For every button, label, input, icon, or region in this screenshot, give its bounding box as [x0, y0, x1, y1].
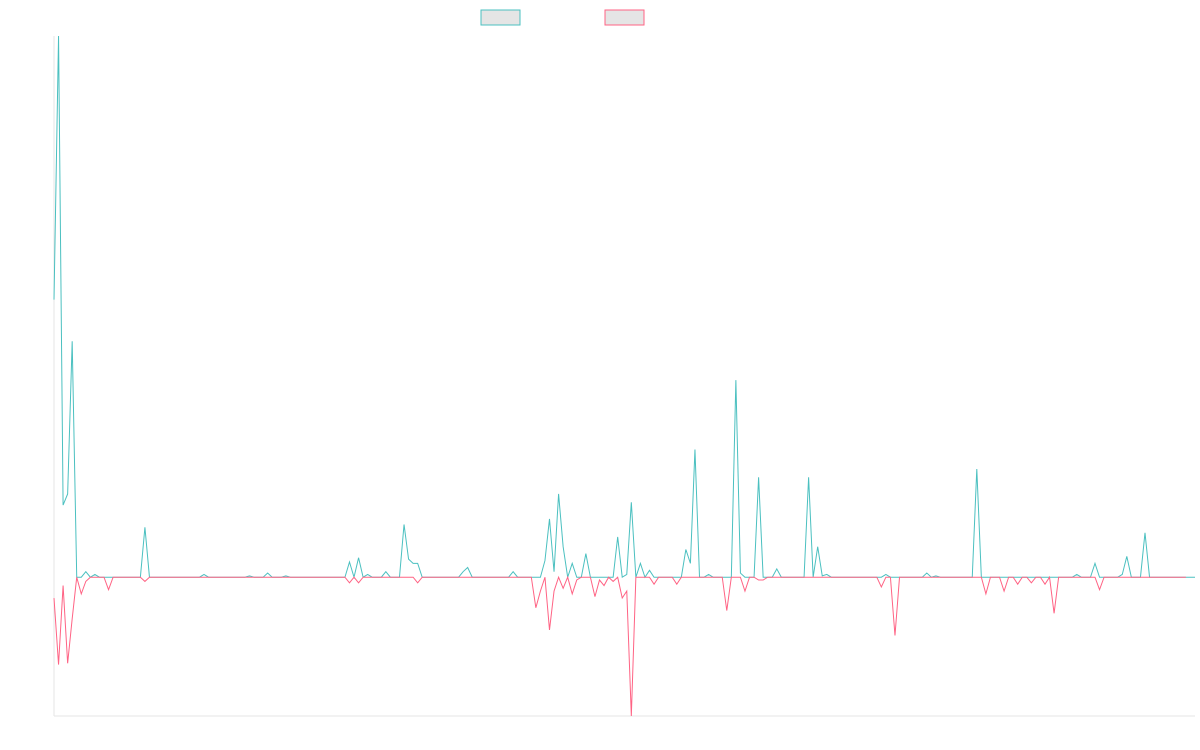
chart-axes: [53, 36, 1195, 717]
legend-swatch-2: [604, 9, 645, 26]
chart-series: [53, 35, 1195, 717]
series-1: [53, 35, 1195, 580]
series-1-line: [53, 35, 1195, 580]
series-2: [53, 575, 1186, 717]
chart-legend: [480, 9, 645, 26]
series-2-line: [53, 575, 1186, 717]
legend-swatch-1: [480, 9, 521, 26]
